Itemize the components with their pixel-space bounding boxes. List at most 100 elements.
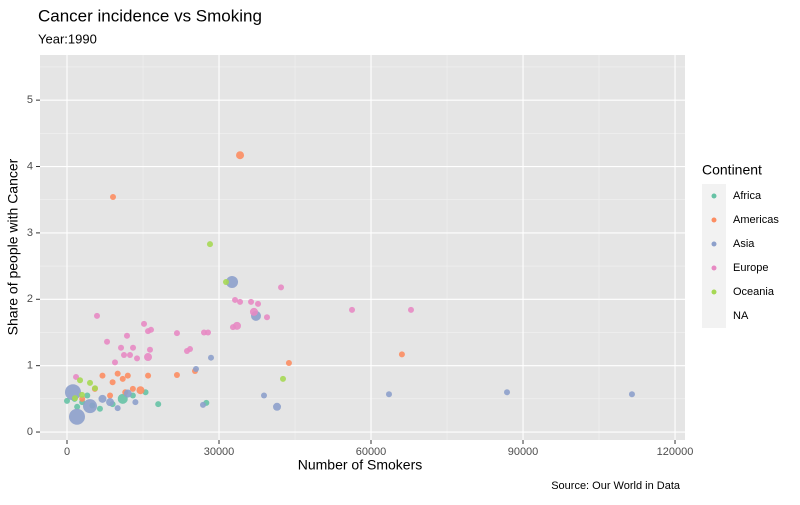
data-point: [226, 276, 239, 289]
legend-key: [702, 304, 726, 328]
data-point: [349, 306, 356, 313]
data-point: [205, 329, 212, 336]
caption: Source: Our World in Data: [551, 480, 681, 492]
data-point: [118, 344, 125, 351]
data-point: [79, 391, 86, 398]
data-point: [64, 397, 71, 404]
data-point: [208, 354, 215, 361]
y-tick-label: 2: [27, 293, 33, 305]
data-point: [132, 399, 139, 406]
data-point: [106, 398, 115, 407]
data-point: [398, 351, 405, 358]
y-tick-label: 3: [27, 227, 33, 239]
legend-label: Asia: [733, 238, 755, 250]
data-point: [385, 391, 392, 398]
data-point: [72, 395, 79, 402]
data-point: [94, 312, 101, 319]
data-point: [248, 298, 255, 305]
legend-symbol: [711, 241, 717, 247]
data-point: [73, 373, 80, 380]
data-point: [145, 372, 152, 379]
data-point: [255, 300, 262, 307]
data-point: [68, 408, 85, 425]
data-point: [109, 379, 116, 386]
data-point: [83, 399, 98, 414]
data-point: [237, 298, 244, 305]
data-point: [187, 346, 194, 353]
data-point: [104, 338, 111, 345]
legend-label: Africa: [733, 190, 762, 202]
data-point: [280, 375, 287, 382]
legend-label: Oceania: [733, 286, 775, 298]
legend-title: Continent: [702, 162, 762, 178]
data-point: [92, 385, 99, 392]
data-point: [261, 392, 268, 399]
x-tick-label: 30000: [204, 446, 235, 458]
data-point: [407, 306, 414, 313]
data-point: [278, 284, 285, 291]
data-point: [173, 371, 180, 378]
data-point: [504, 389, 511, 396]
data-point: [136, 386, 145, 395]
legend-symbol: [711, 217, 717, 223]
data-point: [87, 379, 94, 386]
data-point: [155, 401, 162, 408]
y-tick-label: 0: [27, 426, 33, 438]
legend-label: Europe: [733, 262, 768, 274]
legend-label: Americas: [733, 214, 779, 226]
legend-symbol: [711, 193, 717, 199]
data-point: [146, 346, 153, 353]
x-tick-label: 0: [64, 446, 70, 458]
data-point: [114, 405, 121, 412]
x-tick-label: 90000: [508, 446, 539, 458]
data-point: [126, 352, 133, 359]
data-point: [206, 241, 213, 248]
data-point: [273, 402, 282, 411]
legend-symbol: [711, 289, 717, 295]
data-point: [232, 296, 239, 303]
data-point: [99, 372, 106, 379]
panel-background: [40, 55, 685, 440]
data-point: [123, 389, 132, 398]
data-point: [628, 391, 635, 398]
legend-label: NA: [733, 310, 749, 322]
data-point: [236, 151, 245, 160]
data-point: [107, 392, 114, 399]
data-point: [77, 377, 84, 384]
y-tick-label: 4: [27, 160, 33, 172]
x-tick-label: 120000: [657, 446, 694, 458]
data-point: [134, 355, 141, 362]
x-axis-label: Number of Smokers: [298, 457, 422, 473]
data-point: [111, 359, 118, 366]
y-tick-label: 5: [27, 94, 33, 106]
data-point: [249, 307, 258, 316]
data-point: [121, 352, 128, 359]
data-point: [229, 324, 236, 331]
data-point: [124, 372, 131, 379]
data-point: [173, 330, 180, 337]
data-point: [119, 375, 126, 382]
data-point: [74, 403, 81, 410]
data-point: [114, 370, 121, 377]
data-point: [144, 353, 153, 362]
data-point: [129, 385, 136, 392]
data-point: [130, 344, 137, 351]
data-point: [96, 405, 103, 412]
plot-area: 0 30000 60000 90000 120000 0 1 2 3 4 5: [27, 55, 694, 458]
data-point: [141, 320, 148, 327]
y-tick-label: 1: [27, 360, 33, 372]
data-point: [148, 326, 155, 333]
data-point: [285, 360, 292, 366]
data-point: [263, 314, 270, 321]
data-point: [98, 394, 107, 403]
legend-symbol: [711, 265, 717, 271]
data-point: [223, 279, 230, 286]
x-tick-label: 60000: [356, 446, 387, 458]
chart-title: Cancer incidence vs Smoking: [38, 6, 262, 25]
data-point: [123, 332, 130, 339]
chart-subtitle: Year:1990: [38, 31, 97, 46]
y-axis-label: Share of people with Cancer: [5, 158, 21, 335]
data-point: [84, 392, 91, 399]
data-point: [193, 365, 200, 372]
